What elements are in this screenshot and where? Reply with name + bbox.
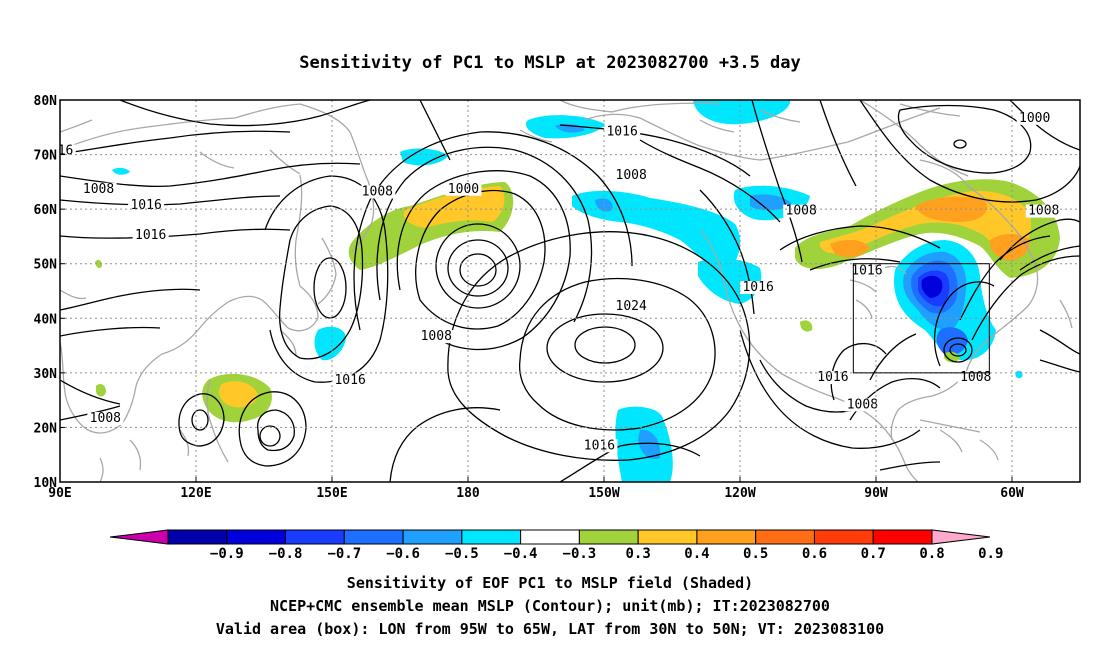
lon-tick-label: 90W bbox=[864, 486, 888, 501]
lat-tick-label: 50N bbox=[34, 258, 58, 273]
lat-tick-label: 40N bbox=[34, 312, 58, 327]
colorbar-label: 0.4 bbox=[684, 546, 709, 562]
lon-tick-label: 180 bbox=[456, 486, 480, 501]
page-title: Sensitivity of PC1 to MSLP at 2023082700… bbox=[299, 53, 801, 73]
contour-label-bg bbox=[740, 281, 777, 294]
colorbar-swatch bbox=[167, 529, 228, 545]
valid-area-box bbox=[852, 263, 990, 374]
lat-tick-label: 20N bbox=[34, 421, 58, 436]
colorbar-swatch bbox=[813, 529, 874, 545]
contour-label: 1008 bbox=[362, 185, 393, 200]
contour-label: 1016 bbox=[135, 228, 166, 243]
lat-tick-label: 30N bbox=[34, 367, 58, 382]
contour-label-bg bbox=[359, 185, 396, 199]
colorbar-swatch bbox=[285, 529, 345, 545]
contour-label-bg bbox=[80, 182, 117, 196]
colorbar-swatch bbox=[402, 529, 463, 545]
map-frame bbox=[59, 99, 1081, 483]
colorbar-label: −0.7 bbox=[327, 546, 361, 562]
colorbar-label: −0.4 bbox=[504, 546, 538, 562]
contour-label-bg bbox=[604, 125, 641, 139]
contour-label: 1008 bbox=[1028, 204, 1059, 219]
caption-line1: Sensitivity of EOF PC1 to MSLP field (Sh… bbox=[347, 574, 753, 592]
contour-label-bg bbox=[1025, 204, 1062, 218]
colorbar-swatch bbox=[461, 529, 522, 545]
lon-axis: 90E 120E 150E 180 150W 120W 90W 60W bbox=[48, 477, 1024, 501]
colorbar-swatch bbox=[520, 529, 580, 545]
colorbar-label: 0.9 bbox=[978, 546, 1003, 562]
colorbar-swatch bbox=[578, 529, 639, 545]
colorbar: −0.9 −0.8 −0.7 −0.6 −0.5 −0.4 −0.3 0.3 0.4 0.5 0.6… bbox=[109, 529, 1003, 562]
contour-label: 1016 bbox=[130, 198, 161, 213]
contour-label-bg bbox=[87, 411, 124, 425]
contour-label: 101 bbox=[1082, 250, 1100, 265]
contour-label-bg bbox=[132, 229, 169, 243]
contour-label-bg bbox=[844, 398, 881, 412]
lon-tick-label: 150E bbox=[316, 486, 347, 501]
contour-label: 1008 bbox=[786, 204, 817, 219]
contour-label-bg bbox=[783, 204, 820, 218]
colorbar-swatch bbox=[872, 529, 933, 545]
contour-label: 1016 bbox=[334, 373, 365, 388]
contour-label: 1008 bbox=[83, 182, 114, 197]
colorbar-label: 0.3 bbox=[626, 546, 651, 562]
contour-label: 1016 bbox=[742, 280, 773, 295]
lon-tick-label: 120E bbox=[180, 486, 211, 501]
contour-label-bg bbox=[445, 182, 482, 196]
contour-label-bg bbox=[613, 300, 650, 314]
lat-tick-label: 10N bbox=[34, 476, 58, 491]
contour-label-bg bbox=[332, 373, 369, 387]
colorbar-label: −0.8 bbox=[269, 546, 303, 562]
contour-label: 1000 bbox=[1019, 111, 1050, 126]
colorbar-swatch bbox=[637, 529, 698, 545]
colorbar-label: 0.8 bbox=[919, 546, 944, 562]
colorbar-label: −0.3 bbox=[563, 546, 597, 562]
colorbar-label: −0.5 bbox=[445, 546, 479, 562]
colorbar-label: 0.7 bbox=[861, 546, 886, 562]
contour-label: 1008 bbox=[960, 370, 991, 385]
contour-label-bg bbox=[1016, 111, 1053, 125]
colorbar-label: −0.6 bbox=[386, 546, 420, 562]
contour-labels: 1016 1008 1016 1016 1008 1000 1016 1008 1008 1000… bbox=[60, 111, 1100, 453]
contour-label: 1008 bbox=[847, 397, 878, 412]
lat-tick-label: 70N bbox=[34, 149, 58, 164]
contour-label-bg bbox=[613, 169, 650, 183]
colorbar-swatch bbox=[226, 529, 287, 545]
contour-label-bg bbox=[418, 330, 455, 344]
colorbar-swatch bbox=[696, 529, 757, 545]
contour-label: 1008 bbox=[616, 168, 647, 183]
contour-label: 1008 bbox=[421, 329, 452, 344]
contour-label-bg bbox=[848, 264, 885, 278]
contour-label-bg bbox=[581, 439, 618, 453]
contour-label-bg bbox=[814, 371, 851, 385]
caption-line3: Valid area (box): LON from 95W to 65W, L… bbox=[216, 620, 884, 638]
contour-label-bg bbox=[957, 371, 994, 385]
colorbar-high-triangle bbox=[931, 529, 991, 545]
contour-label: 1000 bbox=[448, 182, 479, 197]
colorbar-swatch bbox=[343, 529, 404, 545]
lat-axis: 80N 70N 60N 50N 40N 30N 20N 10N bbox=[34, 94, 65, 491]
contour-label: 1016 bbox=[851, 264, 882, 279]
lat-tick-label: 80N bbox=[34, 94, 58, 109]
colorbar-low-triangle bbox=[109, 529, 169, 545]
colorbar-label: 0.6 bbox=[802, 546, 827, 562]
lon-tick-label: 120W bbox=[724, 486, 755, 501]
contour-label: 1016 bbox=[584, 438, 615, 453]
coastlines bbox=[60, 100, 1073, 482]
colorbar-swatch bbox=[755, 529, 815, 545]
contour-label: 1008 bbox=[90, 411, 121, 426]
contour-label: 1024 bbox=[616, 299, 647, 314]
colorbar-label: 0.5 bbox=[743, 546, 768, 562]
lon-tick-label: 150W bbox=[588, 486, 619, 501]
colorbar-label: −0.9 bbox=[210, 546, 244, 562]
lon-tick-label: 60W bbox=[1000, 486, 1024, 501]
lat-tick-label: 60N bbox=[34, 203, 58, 218]
caption-line2: NCEP+CMC ensemble mean MSLP (Contour); u… bbox=[270, 597, 830, 615]
lon-tick-label: 90E bbox=[48, 486, 71, 501]
contour-label-bg bbox=[1079, 250, 1080, 264]
contour-label: 1016 bbox=[817, 370, 848, 385]
contour-label: 1016 bbox=[606, 124, 637, 139]
